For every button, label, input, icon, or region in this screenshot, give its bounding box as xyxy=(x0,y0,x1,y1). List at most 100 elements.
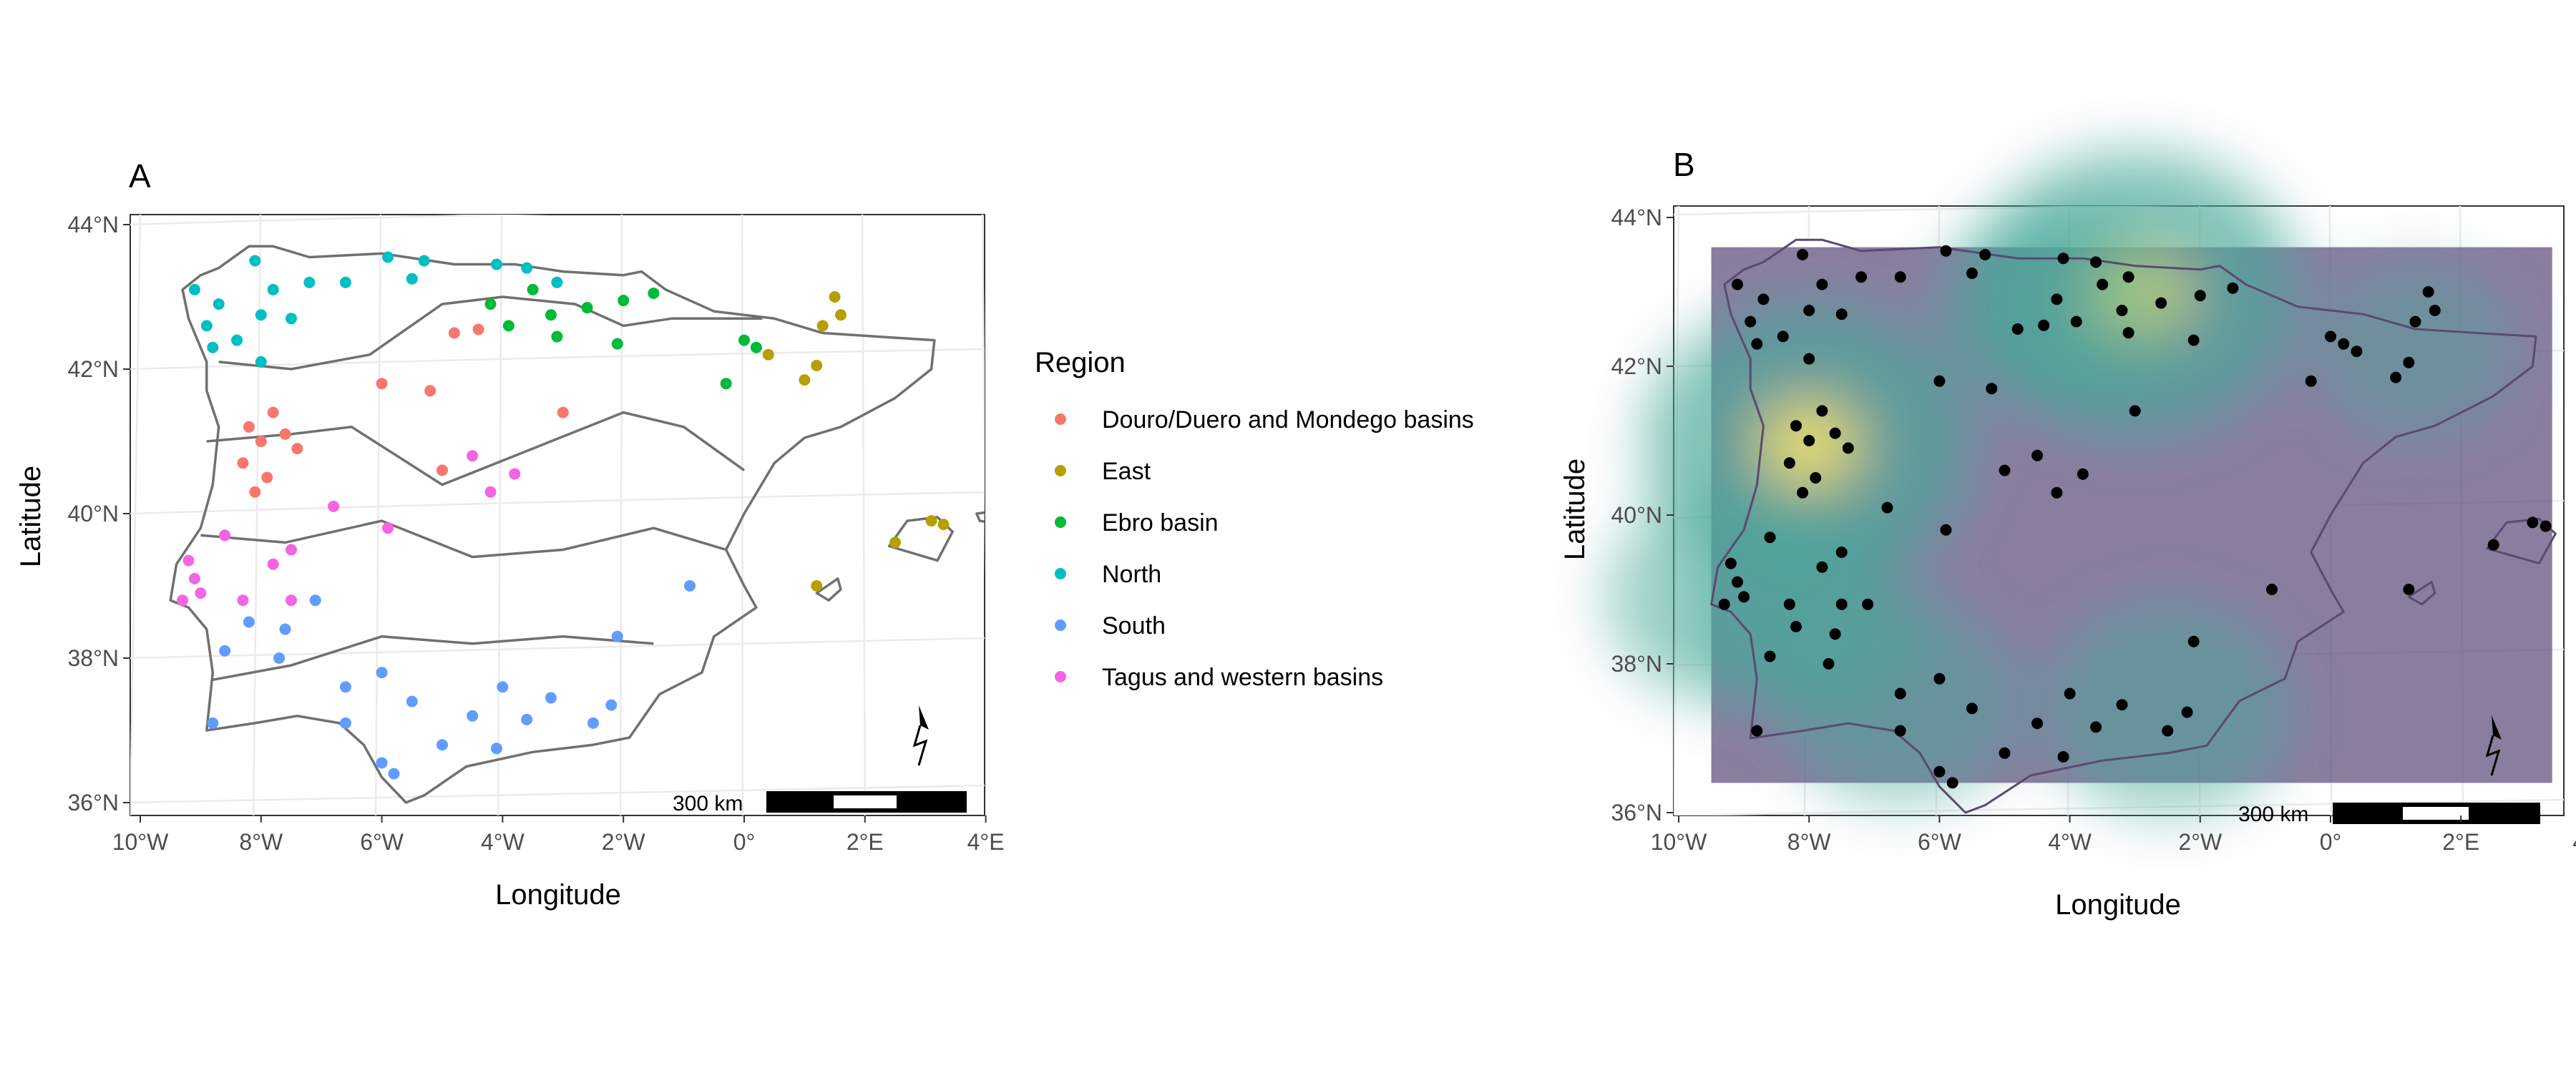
legend-label: North xyxy=(1102,561,1161,588)
site-point xyxy=(2031,449,2044,461)
site-point xyxy=(816,320,829,332)
map-coast-outline xyxy=(1710,238,2537,814)
site-point xyxy=(2090,721,2102,733)
legend-label: Tagus and western basins xyxy=(1102,664,1383,691)
site-point xyxy=(1999,464,2011,476)
site-point xyxy=(467,450,479,462)
panel-a-label: A xyxy=(129,157,151,195)
site-point xyxy=(2429,305,2441,316)
site-point xyxy=(286,544,297,556)
legend-key xyxy=(1055,413,1066,425)
site-point xyxy=(249,486,261,498)
site-point xyxy=(2070,315,2082,328)
x-tick-label: 4°E xyxy=(2572,829,2576,855)
site-point xyxy=(1731,278,1743,290)
site-point xyxy=(1783,457,1795,469)
y-tick-label: 42°N xyxy=(68,356,119,382)
site-point xyxy=(2403,356,2415,368)
site-point xyxy=(2351,346,2363,358)
site-point xyxy=(551,330,563,343)
panel-b-axes: 10°W 8°W 6°W 4°W 2°W 0° 2°E 4°E 44°N 42°N 40°N 38°N… xyxy=(1611,205,2576,855)
site-point xyxy=(1803,435,1815,446)
site-point xyxy=(1835,547,1848,558)
site-point xyxy=(1862,598,1874,610)
site-point xyxy=(195,587,207,599)
panel-a-map xyxy=(169,245,985,804)
site-point xyxy=(182,554,195,567)
density-hotspots xyxy=(1606,152,2517,816)
legend-title: Region xyxy=(1035,347,1126,378)
site-point xyxy=(2527,516,2539,529)
site-point xyxy=(618,295,630,307)
site-point xyxy=(1790,621,1802,632)
site-point xyxy=(2116,699,2128,711)
site-point xyxy=(273,652,286,664)
site-point xyxy=(1823,658,1835,670)
panel-a-scalebar: 300 km xyxy=(673,791,967,815)
panel-b-label: B xyxy=(1673,146,1695,183)
site-point xyxy=(1816,278,1828,290)
site-point xyxy=(1810,472,1822,484)
site-point xyxy=(1764,531,1776,544)
site-point xyxy=(497,681,509,693)
y-tick-label: 44°N xyxy=(68,212,119,237)
site-point xyxy=(1842,442,1854,454)
site-point xyxy=(1894,687,1906,700)
site-point xyxy=(376,757,388,769)
legend-key xyxy=(1055,516,1066,528)
panel-b-scalebar: 300 km xyxy=(2238,803,2540,826)
site-point xyxy=(1783,598,1795,610)
panel-b-scalebar-label: 300 km xyxy=(2238,803,2308,826)
x-tick-label: 2°E xyxy=(2442,829,2479,855)
site-point xyxy=(1816,405,1828,417)
site-point xyxy=(267,558,279,570)
site-point xyxy=(2122,327,2135,339)
site-point xyxy=(1933,672,1946,685)
site-point xyxy=(611,338,623,350)
map-coast-outline xyxy=(169,245,936,804)
panel-b-scalebar-segment xyxy=(2403,807,2469,820)
site-point xyxy=(2325,330,2336,343)
site-point xyxy=(2487,539,2499,551)
site-point xyxy=(207,717,219,729)
site-point xyxy=(2305,375,2317,387)
map-mallorca-outline xyxy=(2486,517,2557,565)
site-point xyxy=(587,717,599,729)
panel-b-map xyxy=(1710,238,2557,814)
site-point xyxy=(255,309,267,321)
site-point xyxy=(2064,687,2076,700)
site-point xyxy=(502,320,514,332)
site-point xyxy=(2011,323,2024,335)
site-point xyxy=(388,768,400,780)
x-tick-label: 10°W xyxy=(112,829,169,855)
site-point xyxy=(2097,278,2109,290)
site-point xyxy=(2194,290,2206,302)
site-point xyxy=(1999,747,2011,759)
site-point xyxy=(925,515,937,527)
legend-label: East xyxy=(1102,458,1151,485)
site-point xyxy=(309,594,321,607)
site-point xyxy=(521,262,533,274)
site-point xyxy=(243,421,255,433)
site-point xyxy=(829,291,841,303)
site-point xyxy=(1940,245,1952,257)
site-point xyxy=(188,283,200,295)
density-spot xyxy=(1935,207,2165,407)
y-tick-label: 42°N xyxy=(1611,353,1663,379)
site-point xyxy=(2540,520,2552,532)
site-point xyxy=(1835,308,1848,320)
site-point xyxy=(1797,249,1809,260)
site-point xyxy=(1855,271,1868,283)
map-ibiza-outline xyxy=(2407,581,2436,606)
basin-boundary xyxy=(200,519,727,559)
basin-boundary xyxy=(218,295,763,371)
site-point xyxy=(2051,486,2063,499)
site-point xyxy=(811,580,823,592)
basin-boundary xyxy=(212,635,654,682)
panel-a-scalebar-segment xyxy=(834,795,897,808)
site-point xyxy=(750,341,762,353)
panel-a-x-axis-title: Longitude xyxy=(495,879,621,911)
site-point xyxy=(339,717,351,729)
x-tick-label: 8°W xyxy=(1787,829,1832,855)
site-point xyxy=(237,457,249,469)
